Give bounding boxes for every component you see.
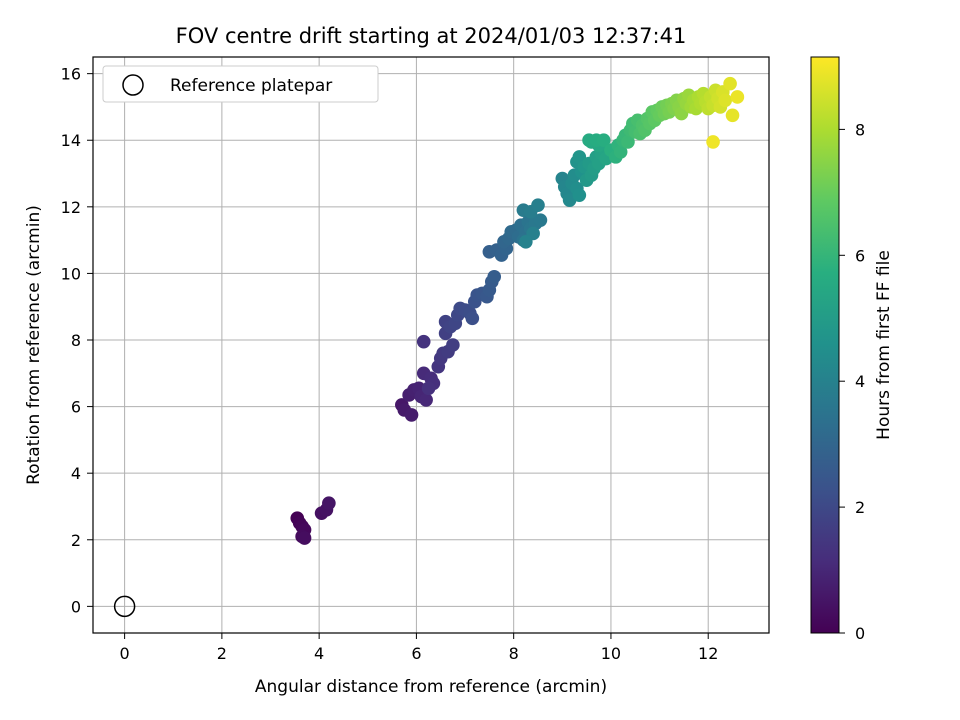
x-tick-label: 8 <box>509 644 519 663</box>
colorbar-ticks: 0 2 4 6 8 <box>839 120 865 643</box>
data-point <box>596 133 611 148</box>
data-point <box>519 234 533 249</box>
data-point <box>416 334 431 349</box>
y-tick-label: 16 <box>61 65 81 84</box>
axis-ticks: 0 2 4 6 8 10 12 0 2 4 6 8 10 12 14 16 <box>61 65 719 663</box>
y-tick-label: 0 <box>71 597 81 616</box>
chart-title: FOV centre drift starting at 2024/01/03 … <box>176 24 687 48</box>
data-point <box>718 93 733 108</box>
colorbar-tick-label: 2 <box>855 498 865 517</box>
data-point <box>487 269 502 284</box>
y-tick-label: 8 <box>71 331 81 350</box>
data-point <box>322 496 336 510</box>
legend-label: Reference platepar <box>170 76 332 96</box>
data-point <box>446 338 460 352</box>
x-tick-label: 6 <box>411 644 421 663</box>
colorbar-label: Hours from first FF file <box>874 250 894 440</box>
colorbar-gradient <box>810 56 840 634</box>
data-point <box>730 90 745 104</box>
data-point <box>572 188 587 202</box>
data-point <box>706 135 720 149</box>
colorbar: 0 2 4 6 8 Hours from first FF file <box>810 56 894 643</box>
colorbar-tick-label: 0 <box>855 624 865 643</box>
legend-marker <box>122 74 144 96</box>
y-axis-label: Rotation from reference (arcmin) <box>24 205 44 485</box>
data-point <box>621 135 635 149</box>
data-point <box>613 145 628 159</box>
data-point <box>297 531 312 545</box>
x-tick-label: 10 <box>601 644 621 663</box>
data-point <box>533 213 548 227</box>
data-point <box>531 198 545 212</box>
data-point <box>465 311 480 326</box>
reference-point <box>113 595 136 618</box>
data-point <box>725 108 740 123</box>
plot-frame <box>92 56 770 634</box>
colorbar-tick-label: 4 <box>855 372 865 391</box>
x-axis-label: Angular distance from reference (arcmin) <box>255 677 607 697</box>
x-tick-label: 4 <box>314 644 324 663</box>
grid <box>93 57 769 633</box>
y-tick-label: 12 <box>61 198 81 217</box>
y-tick-label: 14 <box>61 131 81 150</box>
x-tick-label: 0 <box>120 644 130 663</box>
x-tick-label: 12 <box>698 644 718 663</box>
data-point <box>421 381 436 396</box>
data-points <box>290 76 745 545</box>
legend-box <box>102 65 379 103</box>
x-tick-label: 2 <box>217 644 227 663</box>
data-point <box>723 76 737 91</box>
colorbar-tick-label: 8 <box>855 120 865 139</box>
colorbar-tick-label: 6 <box>855 246 865 265</box>
y-tick-label: 4 <box>71 464 81 483</box>
data-point <box>419 393 433 407</box>
legend: Reference platepar <box>102 65 379 103</box>
data-point <box>404 408 419 422</box>
y-tick-label: 2 <box>71 531 81 550</box>
y-tick-label: 10 <box>61 264 81 283</box>
y-tick-label: 6 <box>71 398 81 417</box>
